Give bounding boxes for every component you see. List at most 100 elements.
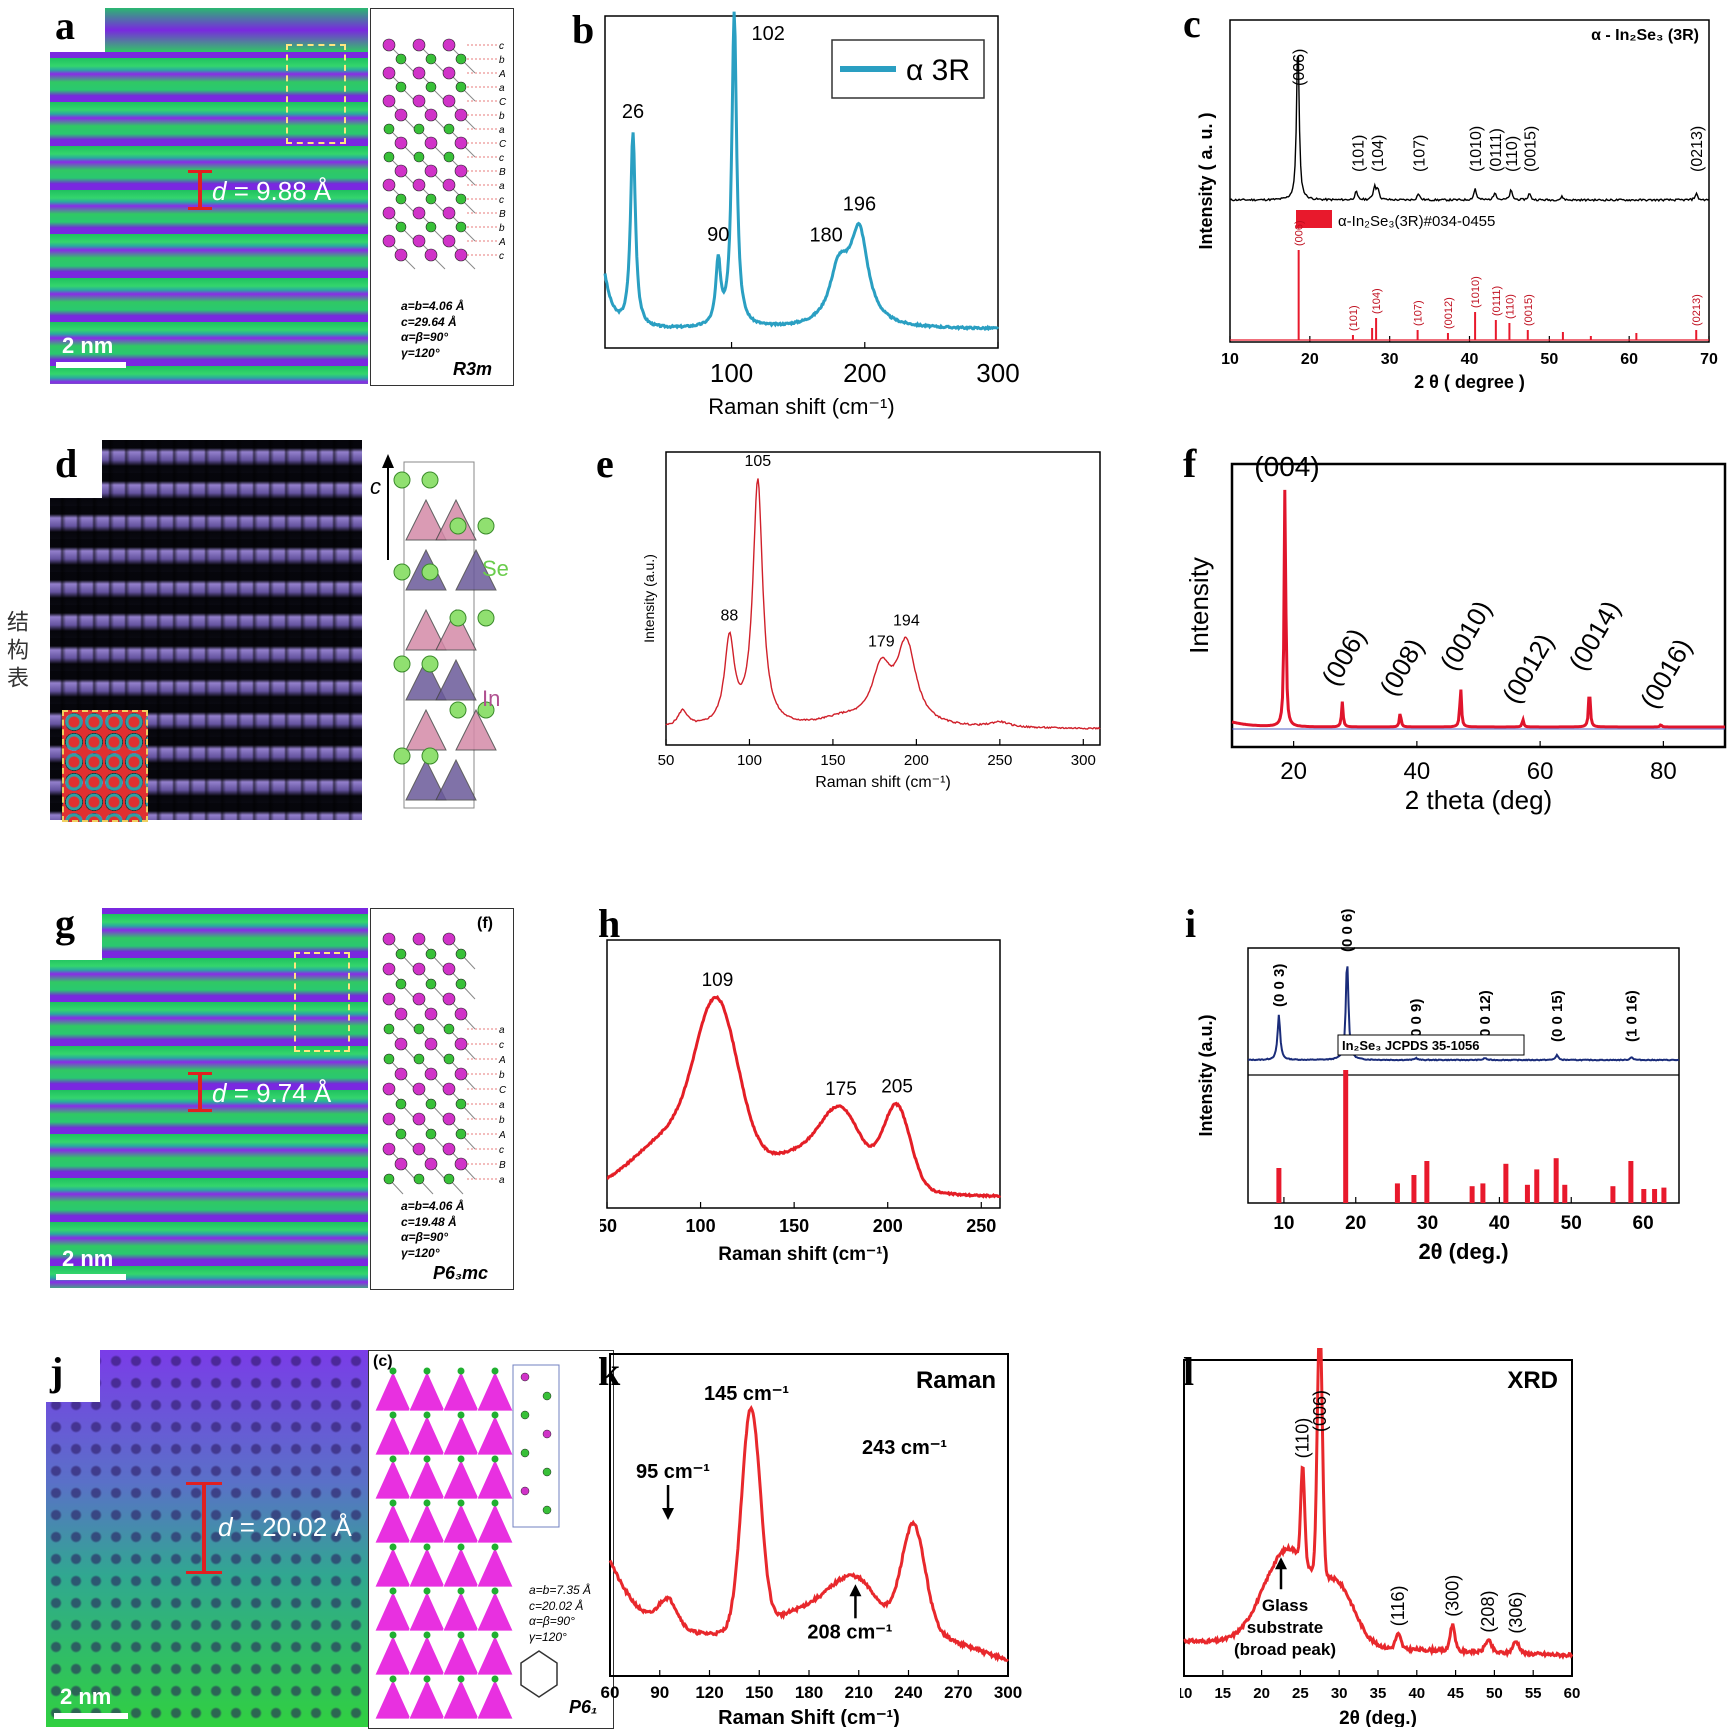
in-atom	[442, 1082, 456, 1096]
x-axis-label: Raman shift (cm⁻¹)	[718, 1244, 889, 1265]
reference-bar	[1480, 1183, 1486, 1203]
in-atom	[454, 1067, 468, 1081]
in-atom	[424, 248, 438, 262]
se-atom	[389, 1499, 397, 1507]
x-tick-label: 180	[795, 1683, 823, 1702]
series-line	[606, 995, 1002, 1199]
se-atom	[423, 1367, 431, 1375]
peak-label: (1 0 16)	[1624, 990, 1641, 1042]
se-atom	[413, 1173, 425, 1185]
chart-e: 50 100 150 200 250 300 Raman shift (cm⁻¹) Inten…	[641, 451, 1101, 791]
polyhedron	[408, 1590, 446, 1632]
x-tick-label: 80	[1650, 758, 1677, 785]
unit-cell-highlight	[286, 44, 346, 144]
series-line	[665, 478, 1101, 730]
se-atom	[491, 1411, 499, 1419]
x-tick-label: 300	[994, 1683, 1022, 1702]
series-line	[603, 11, 1000, 332]
atom	[542, 1505, 552, 1515]
peak-label: (008)	[1373, 633, 1429, 701]
se-atom	[457, 1367, 465, 1375]
se-atom	[455, 53, 467, 65]
in-atom	[442, 932, 456, 946]
se-atom	[449, 609, 467, 627]
scalebar-j	[54, 1713, 128, 1719]
legend-label: α 3R	[906, 54, 970, 87]
x-tick-label: 150	[745, 1683, 773, 1702]
peak-label: (110)	[1293, 1418, 1313, 1459]
polyhedron	[476, 1502, 514, 1544]
x-tick-label: 10	[1180, 1685, 1192, 1702]
se-atom	[423, 1499, 431, 1507]
se-atom	[393, 471, 411, 489]
se-atom	[457, 1631, 465, 1639]
peak-label: (208)	[1478, 1591, 1498, 1633]
se-atom	[393, 563, 411, 581]
se-atom	[395, 1128, 407, 1140]
in-atom	[382, 932, 396, 946]
annotation-label: 243 cm⁻¹	[862, 1437, 947, 1459]
se-atom	[425, 53, 437, 65]
reference-swatch	[1296, 210, 1332, 228]
x-tick-label: 150	[779, 1216, 809, 1236]
y-axis-label: Intensity (a.u.)	[1196, 1014, 1216, 1136]
peak-label: 179	[868, 633, 895, 650]
se-atom	[395, 221, 407, 233]
in-atom	[382, 1082, 396, 1096]
se-atom	[457, 1499, 465, 1507]
reference-bar	[1524, 1184, 1530, 1203]
stack-letter: a	[499, 1025, 505, 1036]
se-atom	[443, 1173, 455, 1185]
stack-letter: b	[499, 111, 505, 122]
scalebar-label-a: 2 nm	[62, 333, 114, 358]
se-atom	[449, 517, 467, 535]
in-atom	[454, 248, 468, 262]
chart-title: XRD	[1507, 1367, 1558, 1394]
se-atom	[421, 747, 439, 765]
reference-peak-label: (104)	[1371, 288, 1383, 314]
se-atom	[421, 563, 439, 581]
se-atom	[389, 1367, 397, 1375]
in-atom	[394, 136, 408, 150]
stack-letter: c	[499, 41, 504, 52]
peak-label: (1010)	[1468, 126, 1485, 172]
scalebar-g	[56, 1274, 126, 1280]
polyhedron	[476, 1546, 514, 1588]
x-tick-label: 10	[1273, 1213, 1294, 1234]
in-atom	[382, 992, 396, 1006]
se-atom	[457, 1455, 465, 1463]
in-atom	[412, 234, 426, 248]
in-atom	[442, 234, 456, 248]
in-atom	[382, 38, 396, 52]
unit-cell-highlight-g	[294, 952, 350, 1052]
x-tick-label: 50	[658, 752, 675, 769]
x-axis-label: Raman shift (cm⁻¹)	[708, 394, 894, 419]
legend-box	[831, 39, 985, 99]
polyhedron	[374, 1590, 412, 1632]
side-text: 结 构 表	[4, 610, 29, 689]
reference-bar	[1641, 1189, 1647, 1203]
x-axis-label: Raman shift (cm⁻¹)	[815, 774, 951, 791]
se-atom	[395, 978, 407, 990]
in-atom	[424, 164, 438, 178]
in-atom	[454, 108, 468, 122]
reference-bar	[1411, 1175, 1417, 1203]
se-atom	[395, 948, 407, 960]
x-tick-label: 50	[600, 1216, 617, 1236]
chart-title: α - In₂Se₃ (3R)	[1591, 27, 1699, 44]
x-tick-label: 30	[1381, 351, 1399, 368]
x-tick-label: 20	[1253, 1685, 1270, 1702]
in-atom	[442, 66, 456, 80]
chart-l: 10152025303540455055602θ (deg.)Intensity…	[1180, 1348, 1580, 1727]
peak-label: 90	[707, 224, 729, 246]
in-atom	[412, 1112, 426, 1126]
reference-bar	[1553, 1158, 1559, 1203]
reference-bar	[1276, 1168, 1282, 1203]
in-atom	[382, 178, 396, 192]
in-atom	[442, 178, 456, 192]
stack-letter: a	[499, 125, 505, 136]
stack-letter: c	[499, 153, 504, 164]
se-atom	[395, 193, 407, 205]
se-atom	[491, 1543, 499, 1551]
in-atom	[394, 1037, 408, 1051]
